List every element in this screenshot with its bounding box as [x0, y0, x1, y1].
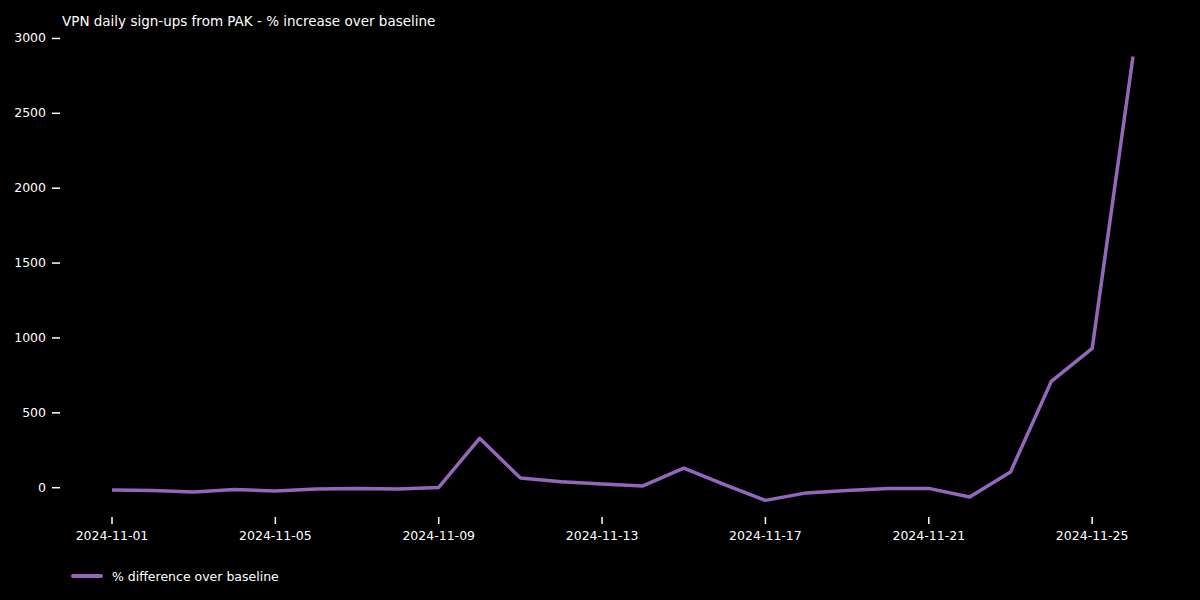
y-tick-label: 0: [0, 480, 46, 496]
legend-line-swatch: [71, 574, 103, 578]
chart-title: VPN daily sign-ups from PAK - % increase…: [62, 12, 435, 30]
x-tick-label: 2024-11-01: [62, 528, 162, 544]
chart-figure: VPN daily sign-ups from PAK - % increase…: [0, 0, 1200, 600]
x-tick-label: 2024-11-05: [225, 528, 325, 544]
legend-label: % difference over baseline: [112, 569, 279, 584]
y-tick-label: 2000: [0, 180, 46, 196]
plot-area: [0, 0, 1200, 600]
x-tick-label: 2024-11-25: [1042, 528, 1142, 544]
y-tick-label: 1000: [0, 330, 46, 346]
y-tick-label: 3000: [0, 30, 46, 46]
x-tick-label: 2024-11-17: [715, 528, 815, 544]
tick-marks: [52, 38, 1092, 524]
x-tick-label: 2024-11-09: [389, 528, 489, 544]
x-tick-label: 2024-11-13: [552, 528, 652, 544]
data-line: [112, 56, 1133, 500]
y-tick-label: 500: [0, 405, 46, 421]
legend: % difference over baseline: [71, 566, 279, 586]
x-tick-label: 2024-11-21: [879, 528, 979, 544]
y-tick-label: 2500: [0, 105, 46, 121]
y-tick-label: 1500: [0, 255, 46, 271]
